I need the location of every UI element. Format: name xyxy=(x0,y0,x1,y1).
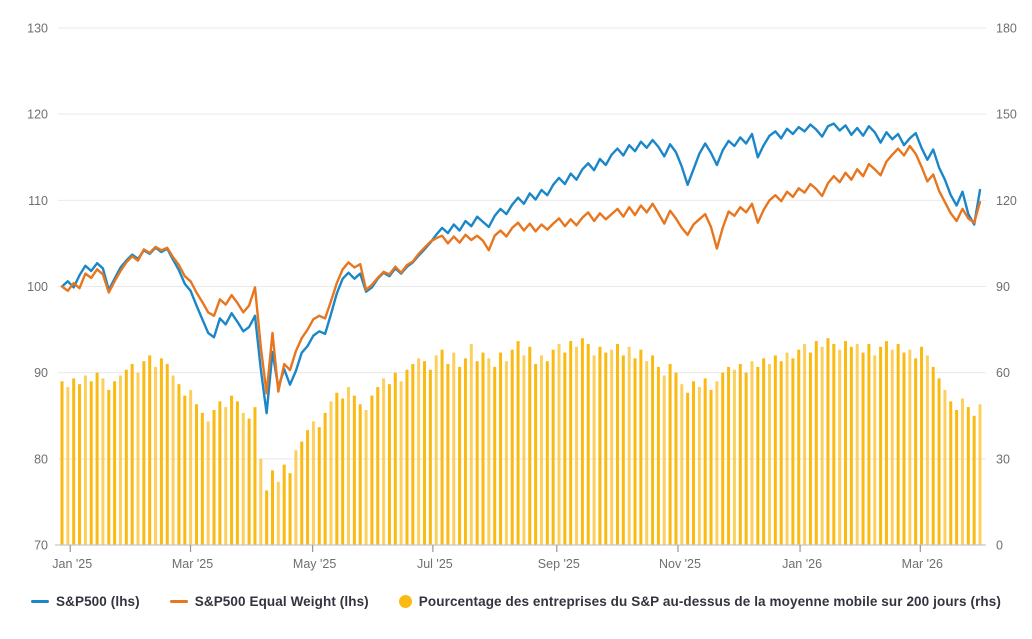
svg-text:0: 0 xyxy=(996,539,1003,553)
svg-text:100: 100 xyxy=(27,280,48,294)
svg-text:150: 150 xyxy=(996,108,1017,122)
svg-text:90: 90 xyxy=(34,366,48,380)
svg-text:Mar '26: Mar '26 xyxy=(902,557,943,571)
svg-text:Mar '25: Mar '25 xyxy=(172,557,213,571)
svg-text:120: 120 xyxy=(27,108,48,122)
svg-text:May '25: May '25 xyxy=(293,557,336,571)
svg-text:Jul '25: Jul '25 xyxy=(417,557,453,571)
svg-text:90: 90 xyxy=(996,280,1010,294)
breadth-dot-swatch-icon xyxy=(398,594,412,608)
svg-text:180: 180 xyxy=(996,22,1017,36)
svg-text:110: 110 xyxy=(28,194,48,208)
left-axis-labels: 70 80 90 100 110 120 130 xyxy=(27,22,48,553)
svg-text:Jan '25: Jan '25 xyxy=(52,557,92,571)
svg-text:120: 120 xyxy=(996,194,1017,208)
svg-text:70: 70 xyxy=(34,539,48,553)
x-axis-line xyxy=(55,544,986,552)
svg-text:Sep '25: Sep '25 xyxy=(538,557,580,571)
legend-label-equal-weight: S&P500 Equal Weight (lhs) xyxy=(194,593,369,609)
svg-text:80: 80 xyxy=(34,452,48,466)
gridlines xyxy=(58,27,986,460)
legend-label-sp500: S&P500 (lhs) xyxy=(56,593,140,609)
svg-text:Nov '25: Nov '25 xyxy=(659,557,701,571)
svg-text:130: 130 xyxy=(27,22,48,36)
right-axis-labels: 0 30 60 90 120 150 180 xyxy=(996,22,1017,553)
legend-item-sp500[interactable]: S&P500 (lhs) xyxy=(31,594,140,609)
svg-text:60: 60 xyxy=(996,366,1010,380)
legend: S&P500 (lhs) S&P500 Equal Weight (lhs) P… xyxy=(0,588,1032,614)
legend-item-breadth[interactable]: Pourcentage des entreprises du S&P au-de… xyxy=(398,593,1001,609)
legend-item-equal-weight[interactable]: S&P500 Equal Weight (lhs) xyxy=(169,593,369,609)
sp500-line-series xyxy=(60,122,982,415)
equal-weight-line-swatch-icon xyxy=(169,599,188,603)
price-breadth-chart: 70 80 90 100 110 120 130 0 30 60 90 120 150 180 Jan … xyxy=(27,22,1017,572)
x-axis-labels: Jan '25 Mar '25 May '25 Jul '25 Sep '25 Nov '… xyxy=(52,557,943,571)
sp500-line-swatch-icon xyxy=(31,599,50,603)
svg-text:30: 30 xyxy=(996,452,1010,466)
legend-label-breadth: Pourcentage des entreprises du S&P au-de… xyxy=(418,593,1001,609)
svg-text:Jan '26: Jan '26 xyxy=(782,557,822,571)
breadth-bars-series xyxy=(60,338,982,545)
equal-weight-line-series xyxy=(60,144,982,395)
